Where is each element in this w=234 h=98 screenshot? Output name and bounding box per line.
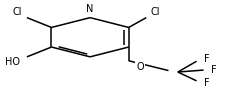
Text: O: O xyxy=(136,62,144,72)
Text: F: F xyxy=(204,78,209,88)
Text: HO: HO xyxy=(5,57,20,67)
Text: Cl: Cl xyxy=(12,7,22,17)
Text: F: F xyxy=(204,54,209,64)
Text: N: N xyxy=(86,4,94,14)
Text: Cl: Cl xyxy=(151,7,160,17)
Text: F: F xyxy=(211,65,216,75)
